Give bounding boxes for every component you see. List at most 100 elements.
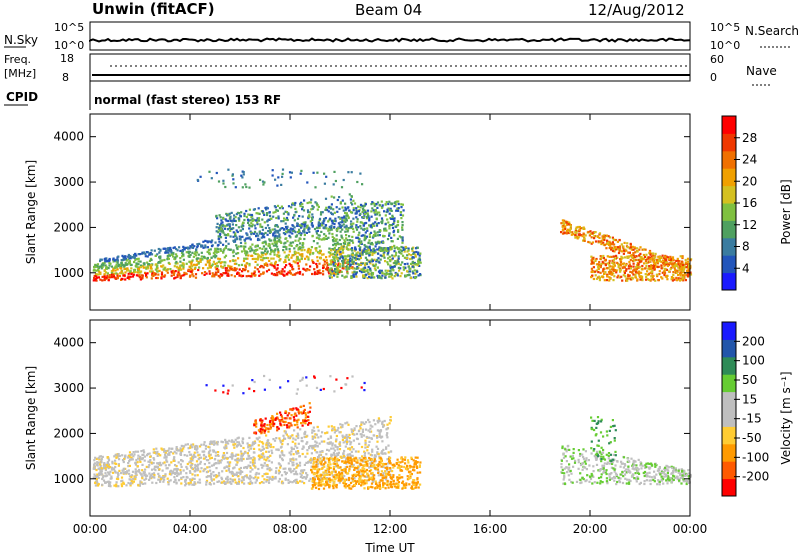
echo-cell (230, 211, 233, 214)
echo-cell (258, 448, 261, 451)
echo-cell (318, 454, 321, 457)
echo-cell (210, 472, 213, 475)
echo-cell (411, 247, 414, 250)
echo-cell (134, 475, 137, 479)
echo-cell (328, 225, 331, 228)
echo-cell (163, 450, 166, 453)
echo-cell (278, 270, 281, 273)
echo-cell (195, 248, 198, 251)
echo-cell (603, 244, 606, 247)
echo-cell (372, 264, 375, 267)
echo-cell (627, 264, 630, 268)
echo-cell (387, 257, 390, 260)
echo-cell (332, 451, 335, 455)
echo-cell (266, 252, 269, 255)
echo-cell (235, 267, 238, 270)
echo-cell (618, 245, 622, 248)
echo-cell (96, 475, 99, 478)
echo-cell (229, 227, 232, 230)
echo-cell (321, 450, 324, 453)
echo-cell (397, 202, 400, 206)
echo-cell (605, 279, 608, 282)
echo-cell (629, 278, 632, 281)
echo-cell (102, 264, 105, 267)
echo-cell (357, 263, 360, 266)
echo-cell (157, 273, 160, 276)
echo-cell (401, 239, 404, 242)
echo-cell (331, 444, 334, 447)
echo-cell (189, 253, 192, 256)
echo-cell (185, 251, 188, 254)
echo-cell (128, 455, 131, 458)
echo-cell (352, 217, 355, 220)
echo-cell (655, 260, 659, 264)
echo-cell (139, 260, 142, 263)
echo-cell (273, 237, 276, 240)
echo-cell (220, 440, 223, 443)
echo-cell (235, 213, 238, 216)
echo-cell (199, 259, 202, 262)
echo-cell (569, 228, 572, 231)
echo-cell (236, 441, 239, 444)
echo-cell (363, 250, 366, 253)
echo-cell (262, 251, 265, 254)
echo-cell (359, 172, 362, 175)
echo-cell (365, 435, 368, 439)
echo-cell (314, 433, 317, 436)
echo-cell (165, 456, 168, 459)
echo-cell (228, 471, 231, 474)
echo-cell (235, 238, 239, 241)
echo-cell (212, 255, 215, 258)
echo-cell (631, 271, 634, 274)
echo-cell (202, 240, 205, 243)
echo-cell (614, 247, 617, 250)
echo-cell (183, 271, 186, 274)
echo-cell (571, 231, 574, 234)
echo-cell (384, 249, 387, 252)
echo-cell (239, 274, 242, 277)
echo-cell (359, 212, 362, 215)
echo-cell (411, 265, 414, 268)
echo-cell (378, 203, 381, 207)
echo-cell (135, 458, 138, 462)
echo-cell (358, 442, 361, 445)
echo-cell (328, 449, 331, 452)
echo-cell (615, 254, 618, 257)
echo-cell (371, 252, 374, 255)
echo-cell (322, 237, 325, 240)
echo-cell (686, 262, 689, 265)
echo-cell (219, 248, 222, 251)
echo-cell (397, 257, 400, 260)
echo-cell (634, 251, 637, 254)
echo-cell (388, 422, 391, 425)
echo-cell (217, 257, 220, 260)
echo-cell (159, 480, 162, 483)
echo-cell (243, 218, 246, 222)
echo-cell (144, 482, 147, 485)
echo-cell (274, 260, 277, 263)
echo-cell (93, 473, 96, 476)
echo-cell (679, 277, 682, 280)
echo-cell (589, 230, 592, 233)
echo-cell (388, 227, 391, 230)
echo-cell (385, 446, 388, 449)
echo-cell (641, 278, 644, 281)
y-tick-label: 3000 (53, 175, 84, 189)
echo-cell (281, 172, 284, 175)
echo-cell (191, 273, 194, 276)
echo-cell (258, 458, 261, 461)
echo-cell (128, 460, 131, 463)
echo-cell (294, 261, 297, 264)
echo-cell (278, 471, 281, 474)
echo-cell (255, 472, 258, 475)
echo-cell (617, 274, 620, 277)
echo-cell (390, 266, 393, 269)
echo-cell (412, 256, 415, 259)
echo-cell (99, 258, 102, 261)
echo-cell (343, 436, 346, 439)
echo-cell (163, 258, 166, 262)
echo-cell (334, 220, 337, 223)
echo-cell (261, 265, 264, 268)
echo-cell (239, 470, 242, 473)
echo-cell (301, 255, 304, 258)
